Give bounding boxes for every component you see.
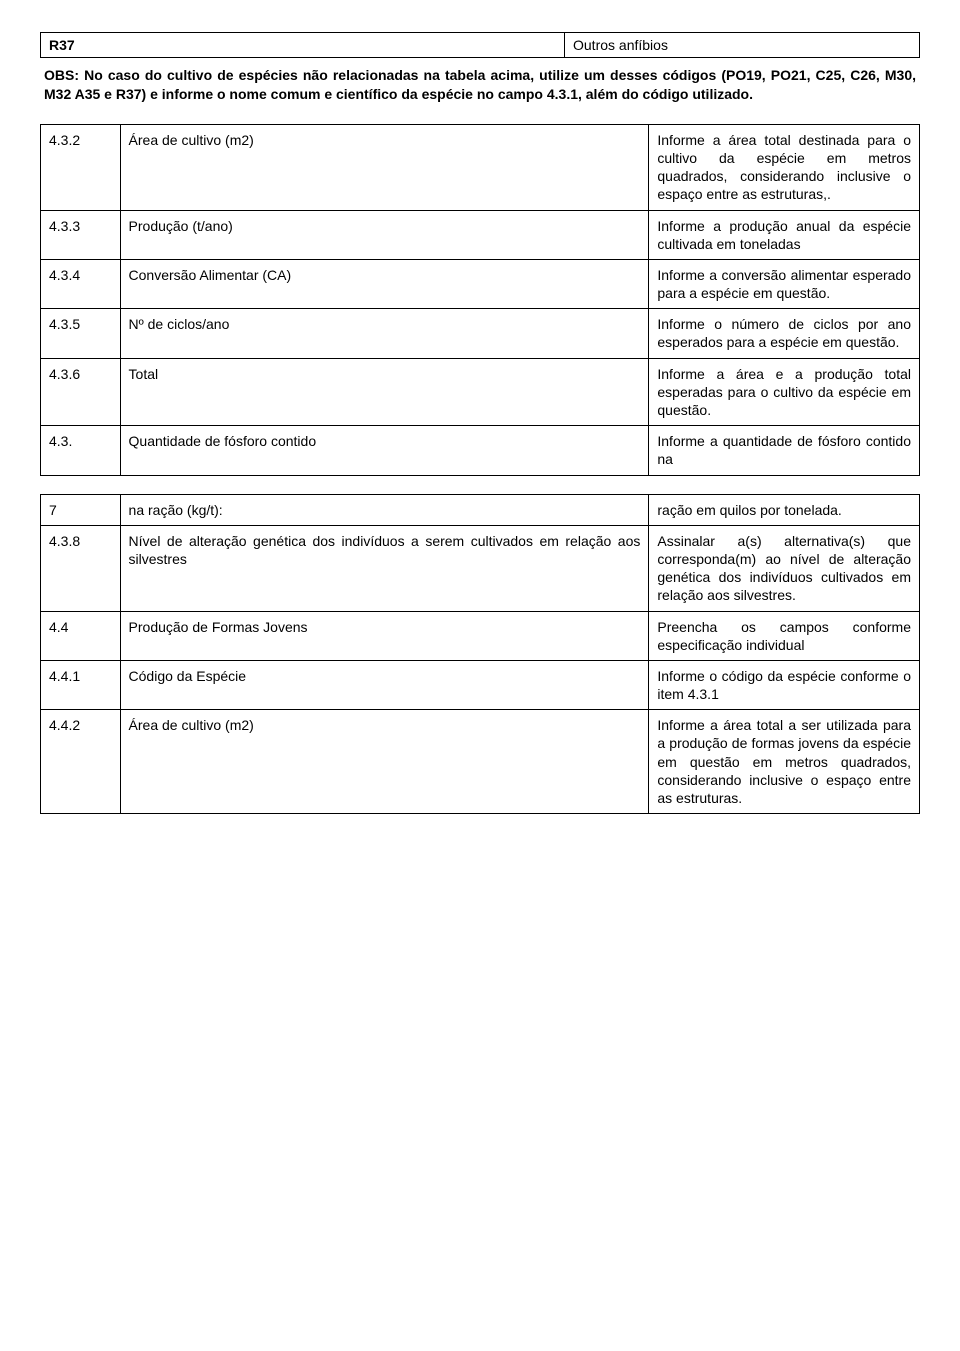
row-desc: Informe a área total a ser utilizada par… [649, 710, 920, 814]
row-num: 4.3.8 [41, 525, 121, 611]
row-desc: Informe o código da espécie conforme o i… [649, 660, 920, 709]
row-desc: Assinalar a(s) alternativa(s) que corres… [649, 525, 920, 611]
row-label: Área de cultivo (m2) [120, 710, 649, 814]
obs-text: OBS: No caso do cultivo de espécies não … [40, 58, 920, 124]
table-row: 4.3.6 Total Informe a área e a produção … [41, 358, 920, 426]
row-desc: Informe a área total destinada para o cu… [649, 124, 920, 210]
row-num: 4.3.4 [41, 259, 121, 308]
row-label: na ração (kg/t): [120, 494, 649, 525]
row-num: 7 [41, 494, 121, 525]
table-row: 4.3.5 Nº de ciclos/ano Informe o número … [41, 309, 920, 358]
top-category: Outros anfíbios [565, 33, 920, 57]
table-row: 4.4 Produção de Formas Jovens Preencha o… [41, 611, 920, 660]
row-num: 4.3.5 [41, 309, 121, 358]
row-desc: Informe a produção anual da espécie cult… [649, 210, 920, 259]
row-num: 4.4.1 [41, 660, 121, 709]
row-label: Código da Espécie [120, 660, 649, 709]
table-row: 4.4.1 Código da Espécie Informe o código… [41, 660, 920, 709]
row-desc: Informe a conversão alimentar esperado p… [649, 259, 920, 308]
table-row: 4.3.4 Conversão Alimentar (CA) Informe a… [41, 259, 920, 308]
row-label: Nível de alteração genética dos indivídu… [120, 525, 649, 611]
row-desc: Informe a área e a produção total espera… [649, 358, 920, 426]
row-num: 4.3.2 [41, 124, 121, 210]
row-label: Quantidade de fósforo contido [120, 426, 649, 475]
top-code: R37 [40, 33, 565, 57]
top-row: R37 Outros anfíbios [40, 32, 920, 58]
table-row: 4.4.2 Área de cultivo (m2) Informe a áre… [41, 710, 920, 814]
table-row: 4.3.3 Produção (t/ano) Informe a produçã… [41, 210, 920, 259]
row-label: Total [120, 358, 649, 426]
table-block-2: 7 na ração (kg/t): ração em quilos por t… [40, 494, 920, 815]
row-desc: ração em quilos por tonelada. [649, 494, 920, 525]
row-num: 4.3.6 [41, 358, 121, 426]
row-label: Área de cultivo (m2) [120, 124, 649, 210]
table-row: 7 na ração (kg/t): ração em quilos por t… [41, 494, 920, 525]
row-desc: Informe o número de ciclos por ano esper… [649, 309, 920, 358]
table-row: 4.3.2 Área de cultivo (m2) Informe a áre… [41, 124, 920, 210]
row-num: 4.3.3 [41, 210, 121, 259]
row-desc: Preencha os campos conforme especificaçã… [649, 611, 920, 660]
table-block-1: 4.3.2 Área de cultivo (m2) Informe a áre… [40, 124, 920, 476]
row-label: Produção (t/ano) [120, 210, 649, 259]
row-num: 4.3. [41, 426, 121, 475]
table-row: 4.3.8 Nível de alteração genética dos in… [41, 525, 920, 611]
row-desc: Informe a quantidade de fósforo contido … [649, 426, 920, 475]
row-label: Nº de ciclos/ano [120, 309, 649, 358]
row-num: 4.4.2 [41, 710, 121, 814]
table-row: 4.3. Quantidade de fósforo contido Infor… [41, 426, 920, 475]
row-num: 4.4 [41, 611, 121, 660]
row-label: Produção de Formas Jovens [120, 611, 649, 660]
row-label: Conversão Alimentar (CA) [120, 259, 649, 308]
